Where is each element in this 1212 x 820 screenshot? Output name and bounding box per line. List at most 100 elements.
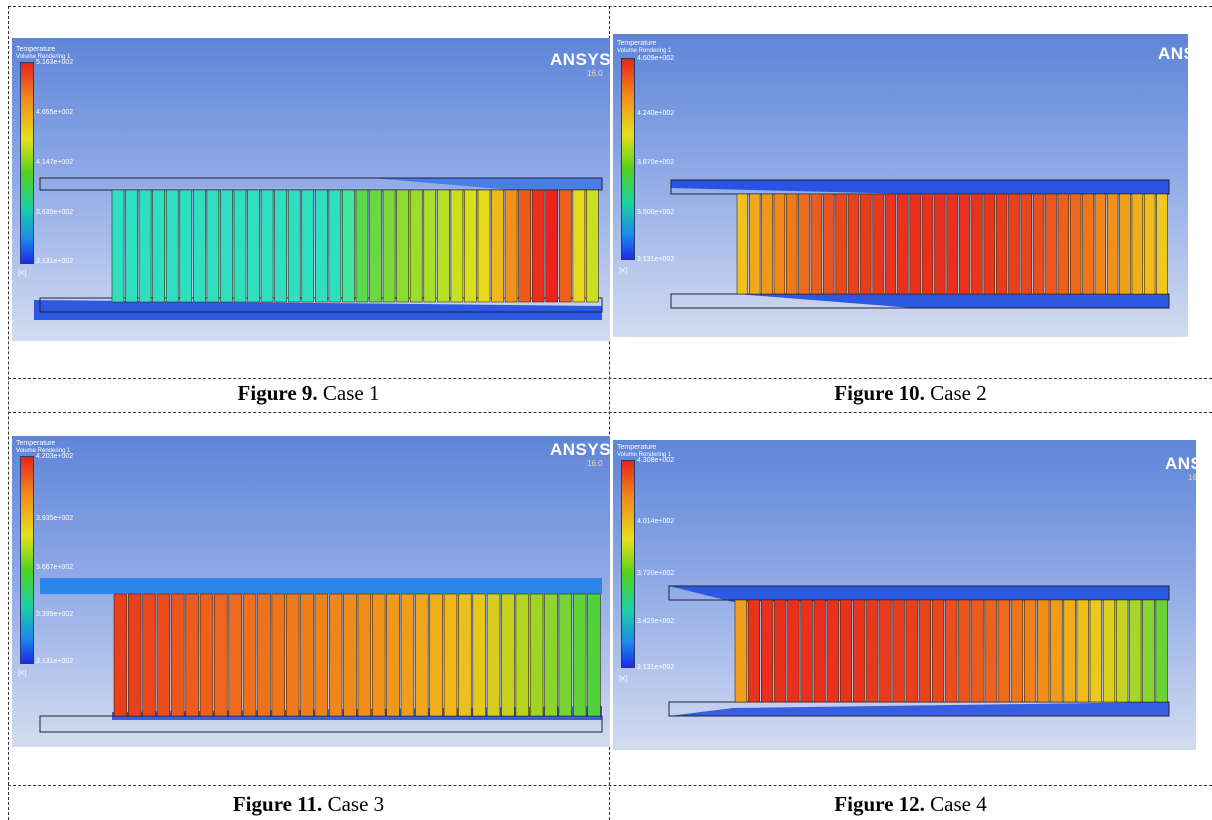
legend-value: 4.609e+002 xyxy=(637,55,675,62)
fin xyxy=(909,193,921,295)
fin xyxy=(1063,599,1076,703)
fin xyxy=(761,599,774,703)
fin xyxy=(152,189,165,303)
fin xyxy=(242,593,257,717)
fin xyxy=(984,599,997,703)
figure-10-label: Figure 10. xyxy=(834,381,925,405)
fin xyxy=(572,593,587,717)
legend-value: 4.014e+002 xyxy=(637,518,675,525)
legend-value: 4.203e+002 xyxy=(36,453,74,460)
fin xyxy=(287,189,301,303)
legend-value: 3.131e+002 xyxy=(637,664,675,671)
fin xyxy=(1050,599,1063,703)
legend-value: 3.720e+002 xyxy=(637,570,675,577)
fin xyxy=(860,193,872,295)
fin xyxy=(328,593,343,717)
fin xyxy=(586,189,599,303)
fin xyxy=(125,189,138,303)
fin xyxy=(437,189,450,303)
fin xyxy=(971,193,983,295)
legend-subtitle: Volume Rendering 1 xyxy=(617,452,672,458)
fin xyxy=(1024,599,1037,703)
fin xyxy=(415,593,429,717)
legend-value: 3.500e+002 xyxy=(637,209,675,216)
fin xyxy=(786,193,798,295)
fin xyxy=(587,593,601,717)
fin xyxy=(1069,193,1082,295)
figure-11-label: Figure 11. xyxy=(232,792,323,816)
fin xyxy=(958,193,971,295)
fin xyxy=(382,189,396,303)
figure-12-caption: Figure 12. Case 4 xyxy=(609,792,1212,817)
ansys-logo: ANSYS xyxy=(1158,44,1188,63)
fin xyxy=(931,599,945,703)
fin xyxy=(995,193,1008,295)
fin xyxy=(545,189,559,303)
fin xyxy=(1155,599,1168,703)
figure-12-label: Figure 12. xyxy=(834,792,925,816)
fin xyxy=(736,193,749,295)
fin xyxy=(357,593,372,717)
legend-value: 3.870e+002 xyxy=(637,159,675,166)
fin xyxy=(529,593,544,717)
legend-unit: [K] xyxy=(619,676,628,683)
fin xyxy=(1106,193,1119,295)
ansys-logo: ANSYS xyxy=(550,440,610,459)
figure-11-render: Temperature Volume Rendering 1 4.203e+00… xyxy=(12,436,610,747)
fin xyxy=(458,593,472,717)
fin xyxy=(1057,193,1069,295)
fin xyxy=(558,593,572,717)
figure-12-geometry xyxy=(668,585,1170,717)
fin xyxy=(997,599,1010,703)
legend-subtitle: Volume Rendering 1 xyxy=(16,54,71,60)
legend-unit: [K] xyxy=(18,270,27,277)
fin xyxy=(206,189,220,303)
legend-title: Temperature xyxy=(617,444,657,451)
fin xyxy=(400,593,415,717)
fin xyxy=(531,189,545,303)
fin xyxy=(396,189,409,303)
fin xyxy=(328,189,342,303)
fin xyxy=(300,593,314,717)
fin xyxy=(1144,193,1156,295)
fin xyxy=(747,599,760,703)
fin xyxy=(884,193,897,295)
fin xyxy=(826,599,839,703)
fin xyxy=(156,593,171,717)
color-scale-bar xyxy=(20,456,34,664)
fin xyxy=(905,599,918,703)
legend-unit: [K] xyxy=(619,268,628,275)
fin xyxy=(1119,193,1131,295)
figure-12-case: Case 4 xyxy=(930,792,987,816)
fin xyxy=(892,599,905,703)
fin xyxy=(372,593,386,717)
fin xyxy=(386,593,400,717)
fin xyxy=(572,189,586,303)
ansys-version: 16.0 xyxy=(587,69,603,78)
fin xyxy=(518,189,531,303)
figure-11-case: Case 3 xyxy=(327,792,385,816)
table-row-divider xyxy=(8,412,1212,413)
figure-9-render: Temperature Volume Rendering 1 5.163e+00… xyxy=(12,38,610,341)
fin xyxy=(285,593,300,717)
fin xyxy=(515,593,529,717)
fin xyxy=(491,189,504,303)
fin xyxy=(921,193,934,295)
legend-value: 3.639e+002 xyxy=(36,209,74,216)
fin xyxy=(1045,193,1057,295)
fin xyxy=(1037,599,1050,703)
table-top-border xyxy=(8,6,1212,7)
fin xyxy=(193,189,206,303)
fin xyxy=(983,193,995,295)
figure-9-case: Case 1 xyxy=(322,381,380,405)
fin xyxy=(1156,193,1168,295)
table-row-divider xyxy=(8,785,1212,786)
fin xyxy=(355,189,369,303)
fin xyxy=(185,593,199,717)
color-scale-bar xyxy=(621,58,635,260)
fin xyxy=(409,189,423,303)
legend-value: 4.308e+002 xyxy=(637,457,675,464)
ansys-logo: ANSYS xyxy=(550,50,610,69)
fin xyxy=(199,593,214,717)
fin xyxy=(773,193,786,295)
